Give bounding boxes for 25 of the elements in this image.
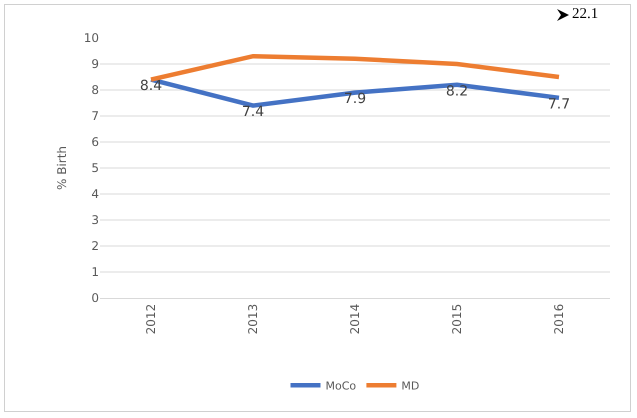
data-label: 7.4 [242,104,264,120]
data-label: 7.9 [344,91,366,108]
data-label: 7.7 [548,96,570,112]
data-label: 8.4 [140,78,162,94]
y-tick-label: 6 [91,135,99,150]
text: 22.1 [572,6,598,23]
y-axis-title: % Birth [55,146,69,190]
x-tick-label: 2015 [450,304,464,334]
y-tick-label: 7 [91,109,99,124]
legend-label: MD [401,380,420,393]
legend-label: MoCo [326,380,356,393]
y-tick-label: 4 [91,187,99,202]
y-tick-label: 3 [91,213,99,228]
x-tick-label: 2012 [144,304,158,334]
y-tick-label: 5 [91,161,99,176]
y-tick-label: 9 [91,57,99,72]
y-tick-label: 8 [91,83,99,98]
y-tick-label: 10 [84,31,99,46]
y-tick-label: 2 [91,239,99,254]
x-tick-label: 2016 [552,304,566,334]
x-tick-label: 2014 [348,304,362,334]
data-label: 8.2 [446,83,468,100]
y-tick-label: 0 [91,291,99,306]
y-tick-label: 1 [91,265,99,280]
x-tick-label: 2013 [246,304,260,334]
